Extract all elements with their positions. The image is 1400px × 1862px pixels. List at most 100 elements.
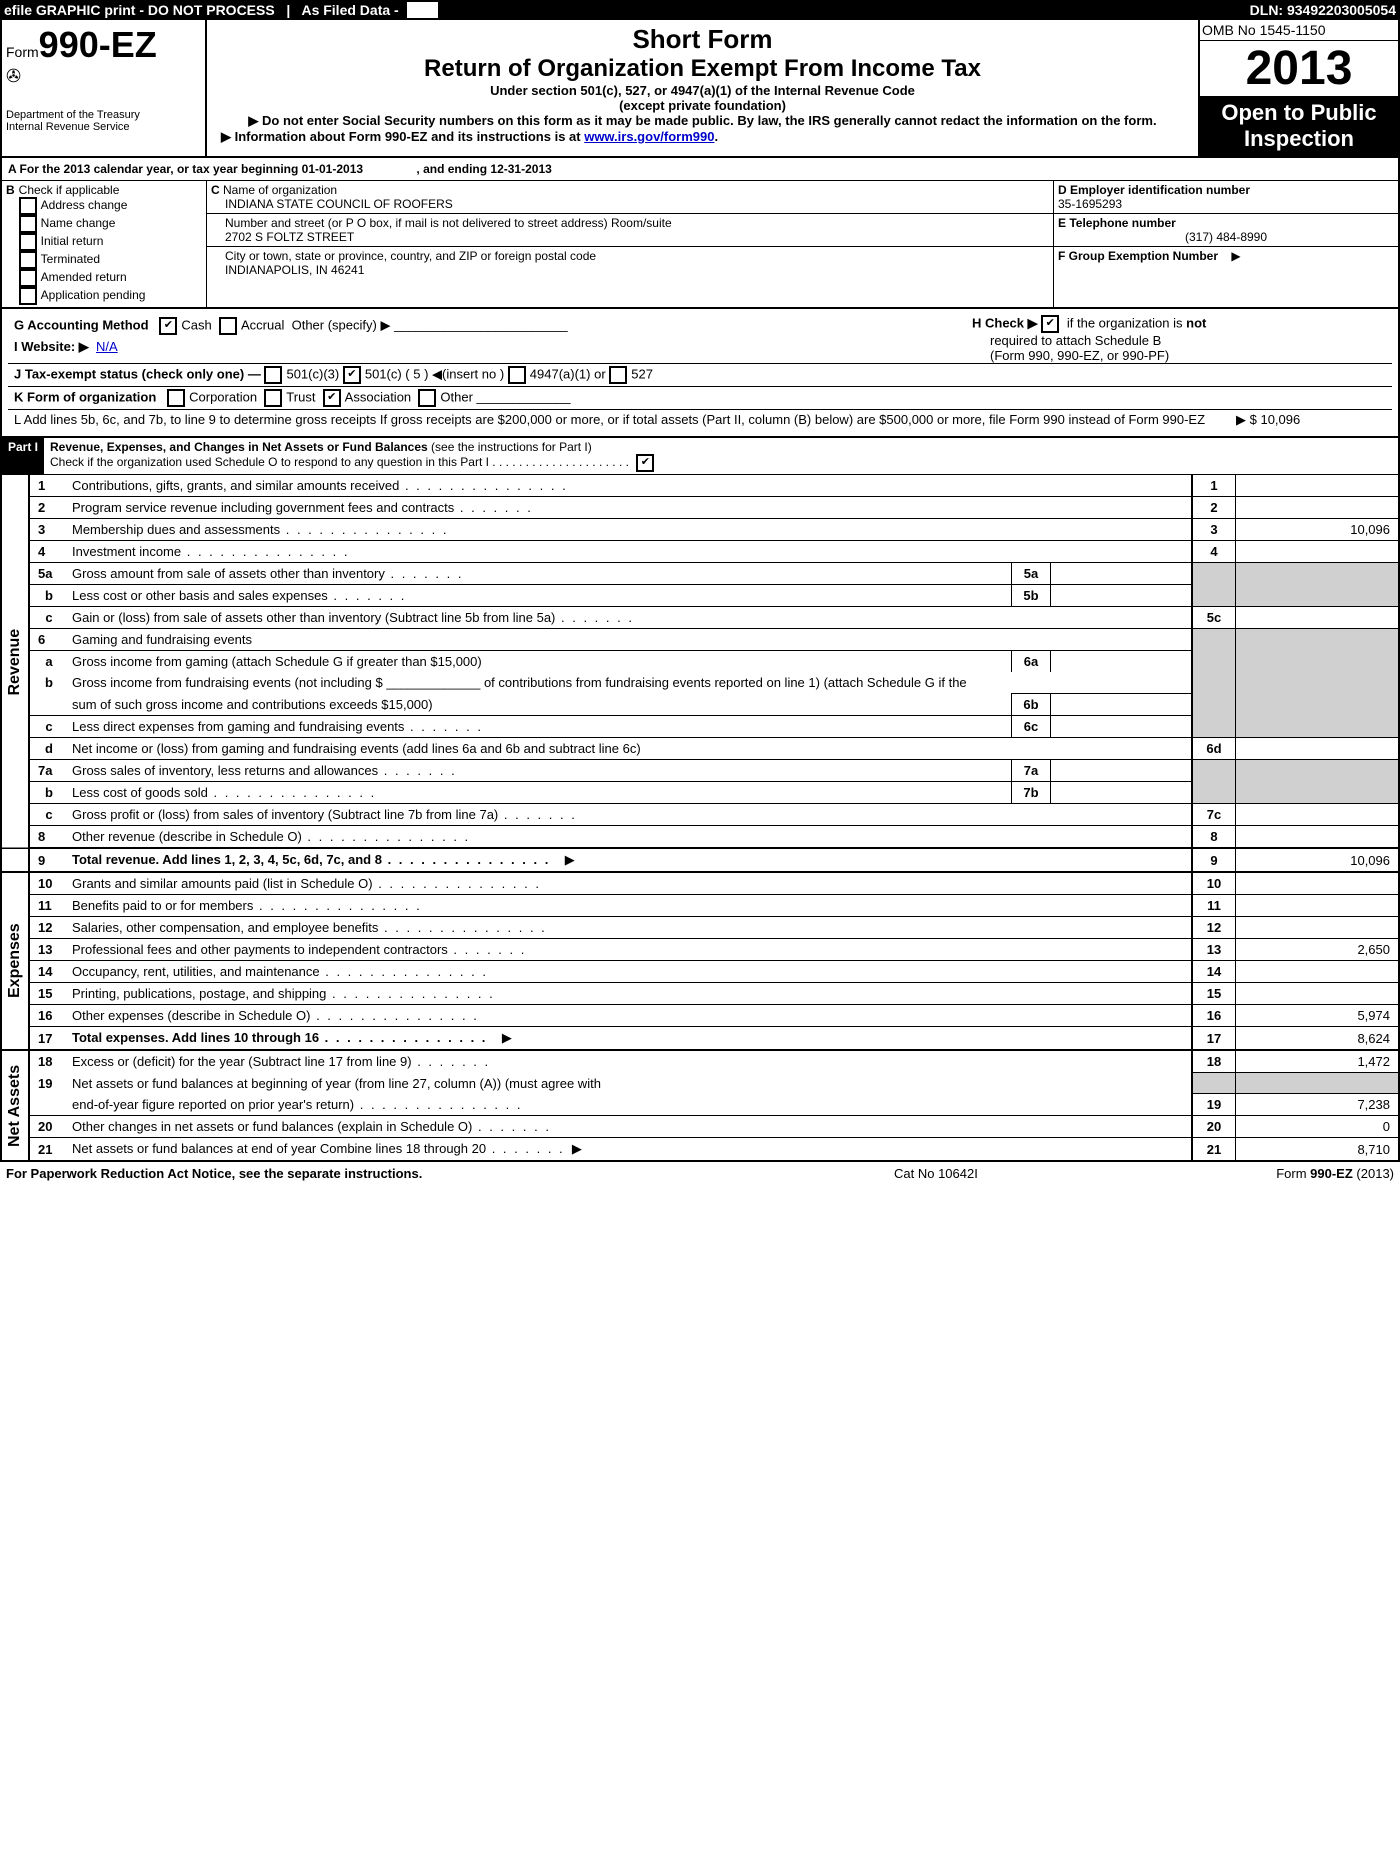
check-trust[interactable] — [264, 389, 282, 407]
r19-t2: end-of-year figure reported on prior yea… — [72, 1097, 522, 1112]
r6-n: 6 — [29, 629, 68, 651]
r13-n: 13 — [29, 939, 68, 961]
footer-left: For Paperwork Reduction Act Notice, see … — [6, 1166, 894, 1181]
i-label: I Website: ▶ — [14, 339, 89, 354]
r18-n: 18 — [29, 1050, 68, 1073]
r14-t: Occupancy, rent, utilities, and maintena… — [72, 964, 488, 979]
h-label: H Check ▶ — [972, 315, 1038, 330]
r21-rn: 21 — [1192, 1138, 1236, 1162]
row-5a: 5a Gross amount from sale of assets othe… — [1, 563, 1399, 585]
side-netassets: Net Assets — [1, 1050, 29, 1161]
subtitle4-pre: ▶ Information about Form 990-EZ and its … — [221, 129, 584, 144]
r17-t: Total expenses. Add lines 10 through 16 — [72, 1030, 487, 1045]
header-row: Form990-EZ ✇ Department of the Treasury … — [0, 20, 1400, 156]
check-527[interactable] — [609, 366, 627, 384]
check-schedule-o[interactable]: ✔ — [636, 454, 654, 472]
footer-right-form: 990-EZ — [1310, 1166, 1353, 1181]
r10-v — [1236, 872, 1400, 895]
c-street: 2702 S FOLTZ STREET — [225, 230, 354, 244]
r9-arrow: ▶ — [565, 852, 575, 867]
r6b2-mv — [1051, 694, 1193, 716]
row-9: 9 Total revenue. Add lines 1, 2, 3, 4, 5… — [1, 848, 1399, 872]
g-other: Other (specify) ▶ — [292, 317, 391, 332]
row-7b: b Less cost of goods sold 7b — [1, 782, 1399, 804]
r8-n: 8 — [29, 826, 68, 849]
website-link[interactable]: N/A — [96, 339, 118, 354]
open-line1: Open to Public — [1200, 100, 1398, 126]
info-row: B Check if applicable Address change Nam… — [0, 180, 1400, 307]
r6d-n: d — [29, 738, 68, 760]
r7c-n: c — [29, 804, 68, 826]
check-accrual[interactable] — [219, 317, 237, 335]
h-text3: (Form 990, 990-EZ, or 990-PF) — [972, 348, 1392, 363]
irs-link[interactable]: www.irs.gov/form990 — [584, 129, 714, 144]
b-item-2: Initial return — [41, 234, 104, 248]
check-application-pending[interactable] — [19, 287, 37, 305]
j2: 501(c) ( 5 ) ◀(insert no ) — [365, 366, 504, 381]
check-assoc[interactable]: ✔ — [323, 389, 341, 407]
ghijkl-block: G Accounting Method ✔Cash Accrual Other … — [0, 307, 1400, 436]
check-terminated[interactable] — [19, 251, 37, 269]
row-11: 11 Benefits paid to or for members 11 — [1, 895, 1399, 917]
check-501c[interactable]: ✔ — [343, 366, 361, 384]
row-2: 2 Program service revenue including gove… — [1, 497, 1399, 519]
r12-rn: 12 — [1192, 917, 1236, 939]
r7b-n: b — [29, 782, 68, 804]
b-check-text: Check if applicable — [19, 183, 202, 197]
side-revenue: Revenue — [1, 475, 29, 849]
r18-rn: 18 — [1192, 1050, 1236, 1073]
irs-text: Internal Revenue Service — [6, 121, 201, 133]
r9-n: 9 — [29, 848, 68, 872]
check-4947[interactable] — [508, 366, 526, 384]
k3: Association — [345, 389, 411, 404]
section-b: B Check if applicable Address change Nam… — [2, 181, 207, 307]
d-label: D Employer identification number — [1058, 183, 1250, 197]
r19-shade-v — [1236, 1073, 1400, 1094]
r7c-rn: 7c — [1192, 804, 1236, 826]
row-6c: c Less direct expenses from gaming and f… — [1, 716, 1399, 738]
b-item-4: Amended return — [41, 270, 127, 284]
check-other-org[interactable] — [418, 389, 436, 407]
r4-rn: 4 — [1192, 541, 1236, 563]
l-value: $ 10,096 — [1250, 412, 1301, 427]
r2-t: Program service revenue including govern… — [72, 500, 533, 515]
header-right: OMB No 1545-1150 2013 Open to Public Ins… — [1198, 20, 1398, 156]
r5a-t: Gross amount from sale of assets other t… — [72, 566, 463, 581]
check-corp[interactable] — [167, 389, 185, 407]
r7-shade — [1192, 760, 1236, 804]
subtitle2: (except private foundation) — [211, 98, 1194, 113]
check-address-change[interactable] — [19, 197, 37, 215]
g-accrual: Accrual — [241, 317, 284, 332]
check-initial-return[interactable] — [19, 233, 37, 251]
r7a-n: 7a — [29, 760, 68, 782]
r14-rn: 14 — [1192, 961, 1236, 983]
r14-n: 14 — [29, 961, 68, 983]
b-label: B — [6, 183, 19, 305]
check-501c3[interactable] — [264, 366, 282, 384]
h-not: not — [1186, 315, 1206, 330]
r17-rn: 17 — [1192, 1027, 1236, 1051]
g-label: G Accounting Method — [14, 317, 149, 332]
c-name: INDIANA STATE COUNCIL OF ROOFERS — [225, 197, 453, 211]
r5c-n: c — [29, 607, 68, 629]
check-name-change[interactable] — [19, 215, 37, 233]
r19-shade — [1192, 1073, 1236, 1094]
top-bar-left: efile GRAPHIC print - DO NOT PROCESS | A… — [4, 2, 1250, 18]
footer-mid: Cat No 10642I — [894, 1166, 1194, 1181]
check-amended[interactable] — [19, 269, 37, 287]
r8-rn: 8 — [1192, 826, 1236, 849]
r16-rn: 16 — [1192, 1005, 1236, 1027]
r18-t: Excess or (deficit) for the year (Subtra… — [72, 1054, 490, 1069]
row-5b: b Less cost or other basis and sales exp… — [1, 585, 1399, 607]
r6-t: Gaming and fundraising events — [68, 629, 1192, 651]
r15-v — [1236, 983, 1400, 1005]
r1-rn: 1 — [1192, 475, 1236, 497]
r6d-rn: 6d — [1192, 738, 1236, 760]
check-h[interactable]: ✔ — [1041, 315, 1059, 333]
r21-v: 8,710 — [1236, 1138, 1400, 1162]
row-8: 8 Other revenue (describe in Schedule O)… — [1, 826, 1399, 849]
row-16: 16 Other expenses (describe in Schedule … — [1, 1005, 1399, 1027]
r9-rn: 9 — [1192, 848, 1236, 872]
check-cash[interactable]: ✔ — [159, 317, 177, 335]
section-c: C Name of organization INDIANA STATE COU… — [207, 181, 1053, 307]
